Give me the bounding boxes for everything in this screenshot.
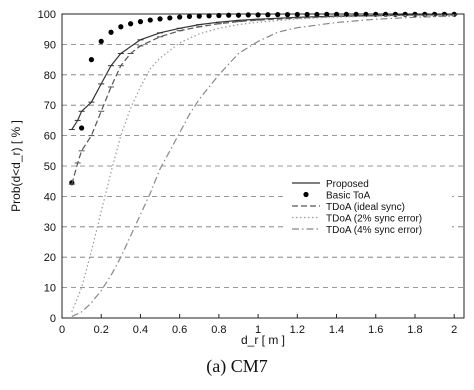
legend-marker (303, 191, 309, 198)
legend-label: Basic ToA (326, 191, 371, 202)
data-point (333, 11, 340, 17)
data-point (118, 24, 124, 30)
data-point (196, 13, 202, 19)
series-tdoa-2-sync-error (71, 14, 455, 313)
data-point (294, 11, 300, 18)
data-point (216, 12, 222, 19)
data-point (284, 12, 291, 18)
data-point (98, 38, 104, 44)
legend-item: TDoA (ideal sync) (292, 202, 405, 213)
x-tick-label: 2 (451, 324, 457, 336)
data-point (108, 29, 114, 35)
series-line (71, 15, 455, 318)
data-point (265, 12, 271, 18)
x-tick-label: 0.8 (211, 324, 226, 336)
data-point (147, 17, 153, 23)
y-tick-label: 50 (44, 161, 56, 173)
data-point (186, 13, 193, 20)
data-point (137, 19, 144, 25)
x-tick-label: 0.2 (94, 324, 109, 336)
data-point (324, 11, 330, 17)
data-point (353, 11, 359, 17)
y-tick-label: 60 (44, 131, 56, 143)
series-line (71, 14, 455, 313)
data-point (314, 11, 320, 18)
data-point (88, 57, 95, 63)
data-point (304, 11, 310, 18)
x-tick-label: 0 (59, 324, 65, 336)
legend-label: Proposed (326, 179, 369, 190)
data-point (167, 15, 173, 21)
y-tick-label: 100 (38, 9, 56, 21)
x-axis-label: d_r [ m ] (241, 333, 285, 347)
y-tick-label: 40 (44, 191, 56, 203)
plot-frame (61, 13, 465, 319)
x-tick-label: 1.2 (290, 324, 305, 336)
grid-lines (62, 44, 464, 289)
data-point (79, 125, 85, 131)
legend-box (286, 177, 452, 241)
y-tick-label: 20 (44, 252, 56, 264)
legend-label: TDoA (2% sync error) (326, 214, 422, 225)
x-tick-label: 1 (255, 324, 261, 336)
y-tick-label: 10 (44, 283, 56, 295)
x-tick-label: 1.6 (368, 324, 383, 336)
y-tick-label: 80 (44, 70, 56, 82)
data-point (275, 12, 281, 18)
legend-item: Proposed (292, 179, 369, 190)
series-line (71, 14, 455, 130)
series-proposed (68, 14, 458, 131)
x-tick-label: 1.8 (407, 324, 422, 336)
data-point (235, 12, 242, 18)
y-tick-label: 70 (44, 100, 56, 112)
y-tick-label: 0 (50, 313, 56, 325)
legend-item: TDoA (4% sync error) (292, 225, 422, 236)
y-tick-label: 90 (44, 39, 56, 51)
y-axis-label: Prob(d<d_r) [ % ] (9, 120, 23, 212)
data-point (226, 12, 232, 18)
axes: 0 10 20 30 40 50 60 70 80 90 100 0 0.2 0.4 0.6 0.8 1 1.2 1… (9, 9, 465, 347)
figure-caption: (a) CM7 (206, 356, 268, 376)
data-point (343, 11, 349, 17)
data-point (422, 11, 428, 17)
series-basic-toa (69, 11, 457, 186)
series-tdoa-4-sync-error (71, 15, 455, 318)
y-tick-label: 30 (44, 222, 56, 234)
series-tdoa-ideal-sync (68, 14, 458, 185)
x-tick-label: 0.6 (172, 324, 187, 336)
x-tick-label: 0.4 (133, 324, 148, 336)
data-point (245, 12, 251, 18)
plot-area (68, 11, 458, 318)
data-point (157, 16, 163, 22)
data-point (255, 12, 261, 18)
legend-label: TDoA (4% sync error) (326, 225, 422, 236)
x-tick-label: 1.4 (329, 324, 344, 336)
data-point (206, 13, 212, 19)
legend-item: TDoA (2% sync error) (292, 214, 422, 225)
legend-label: TDoA (ideal sync) (326, 202, 405, 213)
data-point (128, 21, 134, 27)
data-point (177, 14, 183, 20)
series-line (71, 14, 455, 185)
legend-item: Basic ToA (303, 191, 371, 202)
